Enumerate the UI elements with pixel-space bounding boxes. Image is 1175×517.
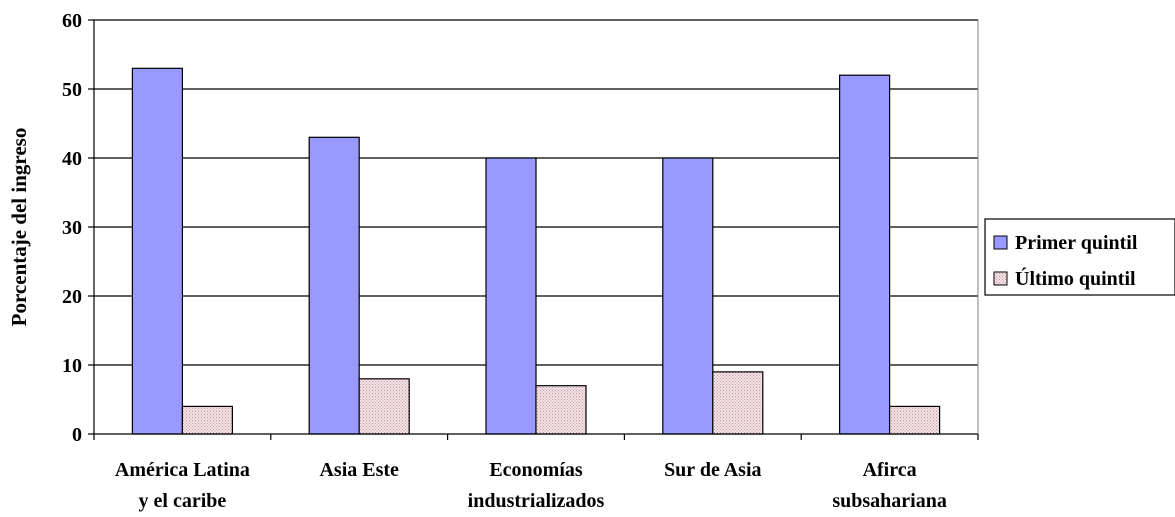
y-tick-label: 50 (62, 79, 82, 101)
bar-primer-quintil (662, 157, 714, 435)
y-tick-label: 30 (62, 217, 82, 239)
bar-ultimo-quintil (712, 371, 764, 435)
y-axis-title: Porcentaje del ingreso (7, 128, 31, 327)
bar-ultimo-quintil (888, 405, 941, 435)
x-category-label: Sur de Asia (664, 459, 761, 481)
legend-label: Último quintil (1015, 266, 1136, 290)
legend-box (984, 218, 1175, 296)
legend-swatch (993, 271, 1008, 286)
legend: Primer quintil Último quintil (984, 218, 1175, 296)
bar-ultimo-quintil (535, 385, 587, 435)
x-category-label: y el caribe (139, 490, 227, 512)
y-tick-label: 40 (62, 148, 82, 170)
x-category-label: industrializados (468, 490, 605, 512)
y-tick-label: 10 (62, 355, 82, 377)
bar-primer-quintil (131, 67, 183, 435)
y-tick-label: 20 (62, 286, 82, 308)
legend-label: Primer quintil (1015, 232, 1138, 254)
x-category-label: Economías (489, 459, 583, 481)
x-category-label: Asia Este (319, 459, 399, 481)
bar-primer-quintil (838, 74, 891, 435)
legend-swatch (993, 235, 1008, 250)
bar-ultimo-quintil (181, 405, 233, 435)
y-tick-label: 0 (72, 424, 82, 446)
bar-primer-quintil (485, 157, 537, 435)
x-category-label: Afirca (863, 459, 917, 481)
x-category-label: subsahariana (832, 490, 947, 512)
bar-ultimo-quintil (358, 378, 410, 435)
y-tick-label: 60 (62, 10, 82, 32)
x-category-label: América Latina (115, 459, 250, 481)
bar-primer-quintil (308, 136, 360, 435)
